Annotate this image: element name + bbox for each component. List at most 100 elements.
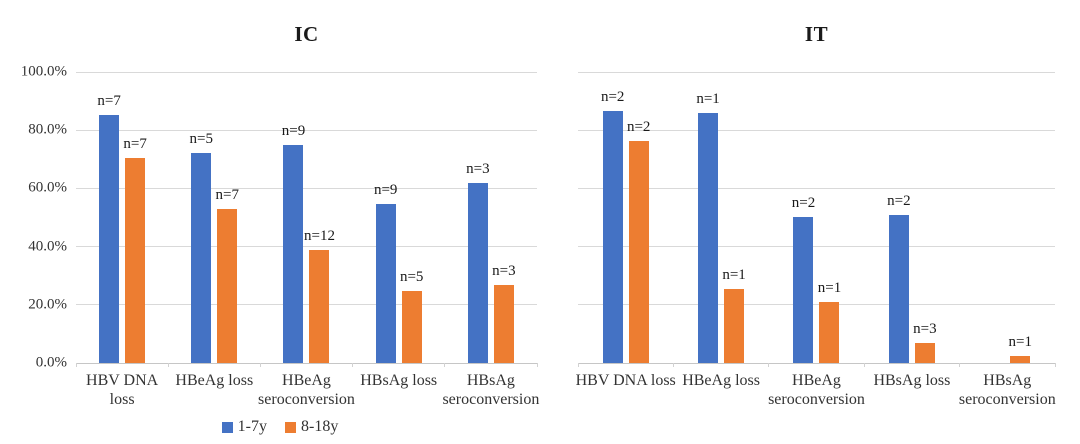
category-label: HBsAg seroconversion [958,372,1056,408]
category-label: HBsAg seroconversion [442,372,540,408]
gridline [76,129,537,131]
category-label: HBeAg seroconversion [768,372,865,408]
axis-tick [1054,363,1056,367]
y-axis-label: 40.0% [28,238,67,255]
bar-slot-1-7y: n=1 [696,72,720,363]
data-label: n=3 [492,263,516,280]
data-label: n=5 [189,131,214,148]
gridline [76,304,537,306]
legend-item-8-18y: 8-18y [285,418,338,436]
bar-slot-1-7y [984,72,1004,363]
category-group-hbeag: n=2 n=1 HBeAg seroconversion [768,72,865,408]
category-label: HBeAg loss [682,372,760,389]
bar-slot-8-18y: n=7 [215,72,240,363]
category-label: HBV DNA loss [575,372,676,389]
gridline [76,71,537,73]
category-label: HBsAg loss [360,372,438,389]
data-label: n=1 [722,266,746,283]
category-group-hbeag-loss: n=5 n=7 HBeAg loss [168,72,260,389]
axis-tick [672,363,674,367]
gridline [578,187,1055,189]
category-group-hbv-dna: n=7 n=7 HBV DNA loss [76,72,168,408]
bar-8-18y [1010,356,1031,363]
bar-8-18y [309,249,330,363]
data-label: n=2 [887,192,911,209]
legend-swatch-8-18y [285,421,296,433]
gridline [578,71,1055,73]
axis-tick [536,363,538,367]
data-label: n=3 [913,320,937,337]
axis-tick [352,363,354,367]
gridline [578,362,1055,364]
category-group-hbsag-loss: n=9 n=5 HBsAg loss [353,72,445,389]
bar-slot-1-7y: n=2 [887,72,911,363]
y-axis-label: 60.0% [28,179,67,196]
bar-slot-1-7y: n=2 [600,72,625,363]
legend: 1-7y 8-18y [20,416,540,438]
category-group-hbsag: n=1 HBsAg seroconversion [959,72,1056,408]
axis-tick [167,363,169,367]
axis-tick [863,363,865,367]
bar-1-7y [467,182,488,363]
category-group-hbsag: n=3 n=3 HBsAg seroconversion [442,72,539,408]
panel-title-it: IT [804,22,829,46]
panel-title-ic: IC [294,22,319,46]
y-axis-label: 100.0% [20,63,67,80]
data-label: n=3 [466,160,490,177]
bar-slot-8-18y: n=2 [627,72,650,363]
plot-area-ic: 100.0% 80.0% 60.0% 40.0% 20.0% 0.0% n=7 n=7 HBV … [21,64,540,409]
plot-area-it: n=2 n=2 HBV DNA loss n=1 n=1 HBeAg loss n=2 n=1… [576,71,1056,408]
legend-label: 1-7y [237,418,267,435]
bar-8-18y [724,288,745,363]
bar-slot-1-7y: n=3 [466,72,490,363]
category-label: HBeAg loss [175,372,254,389]
bar-slot-1-7y: n=5 [189,72,214,363]
bar-1-7y [375,203,396,363]
bar-8-18y [401,291,422,363]
category-group-hbsag-loss: n=2 n=3 HBsAg loss [864,72,959,389]
data-label: n=1 [1008,334,1033,351]
data-label: n=2 [791,194,816,211]
bar-slot-8-18y: n=12 [304,72,335,363]
bar-8-18y [125,158,146,363]
axis-tick [259,363,261,367]
bar-8-18y [819,302,840,363]
bar-8-18y [493,285,514,363]
bar-8-18y [628,140,649,363]
axis-tick [75,363,77,367]
bar-1-7y [99,114,120,363]
data-label: n=2 [600,89,625,105]
bar-1-7y [602,111,623,363]
category-group-hbv-dna-loss: n=2 n=2 HBV DNA loss [576,72,676,389]
category-group-hbeag-loss: n=1 n=1 HBeAg loss [673,72,768,389]
axis-tick [577,363,579,367]
bar-slot-8-18y: n=1 [1008,72,1033,363]
bar-1-7y [283,144,304,363]
bar-8-18y [217,208,238,363]
data-label: n=1 [696,91,720,108]
legend-swatch-1-7y [221,421,233,433]
bar-1-7y [698,113,719,363]
category-label: HBsAg loss [873,372,951,389]
gridline [578,246,1055,248]
gridline [76,187,537,189]
data-label: n=12 [304,227,335,244]
data-label: n=7 [97,92,121,109]
gridline [76,362,537,364]
bar-slot-8-18y: n=3 [492,72,516,363]
bar-1-7y [888,214,909,363]
bar-8-18y [914,342,935,363]
bar-slot-1-7y: n=7 [97,72,121,363]
category-group-hbeag: n=9 n=12 HBeAg seroconversion [258,72,355,408]
bar-slot-8-18y: n=1 [722,72,746,363]
data-label: n=5 [399,269,424,286]
bar-slot-1-7y: n=9 [374,72,397,363]
bar-slot-8-18y: n=1 [818,72,841,363]
data-label: n=7 [215,186,240,203]
category-label: HBV DNA loss [86,372,159,408]
category-label: HBeAg seroconversion [258,372,355,408]
gridline [76,246,537,248]
bar-slot-8-18y: n=7 [123,72,147,363]
axis-tick [444,363,446,367]
